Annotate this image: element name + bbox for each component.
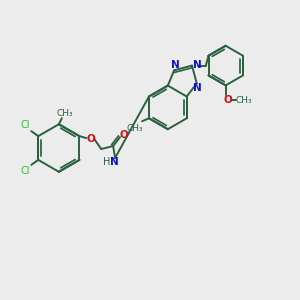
Text: CH₃: CH₃: [127, 124, 143, 133]
Text: CH₃: CH₃: [56, 109, 73, 118]
Text: N: N: [110, 157, 118, 167]
Text: O: O: [87, 134, 96, 144]
Text: N: N: [193, 60, 201, 70]
Text: Cl: Cl: [21, 166, 30, 176]
Text: O: O: [223, 95, 232, 105]
Text: H: H: [103, 157, 111, 167]
Text: O: O: [120, 130, 128, 140]
Text: CH₃: CH₃: [235, 96, 252, 105]
Text: N: N: [171, 60, 179, 70]
Text: Cl: Cl: [21, 120, 30, 130]
Text: N: N: [194, 83, 202, 93]
